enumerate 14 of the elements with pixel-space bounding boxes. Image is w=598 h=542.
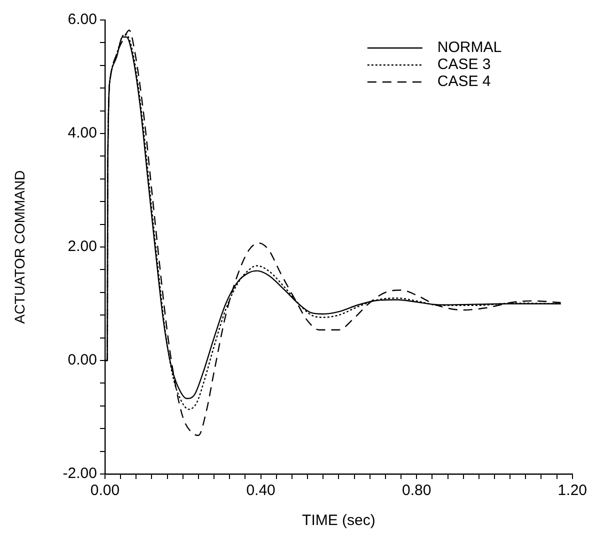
y-tick-label: -2.00 <box>62 465 97 482</box>
legend-label: CASE 3 <box>437 56 491 74</box>
legend-label: CASE 4 <box>437 73 491 90</box>
legend-label: NORMAL <box>437 39 502 56</box>
x-tick-label: 0.40 <box>246 482 276 500</box>
x-tick-label: 1.20 <box>558 482 588 500</box>
y-axis-title: ACTUATOR COMMAND <box>11 170 28 324</box>
x-tick-label: 0.80 <box>402 482 432 500</box>
y-tick-label: 2.00 <box>68 238 97 256</box>
y-tick-label: 0.00 <box>68 352 97 369</box>
y-tick-label: 6.00 <box>68 11 97 28</box>
x-axis-title: TIME (sec) <box>302 512 376 530</box>
y-tick-label: 4.00 <box>68 124 97 142</box>
x-tick-label: 0.00 <box>90 482 120 500</box>
